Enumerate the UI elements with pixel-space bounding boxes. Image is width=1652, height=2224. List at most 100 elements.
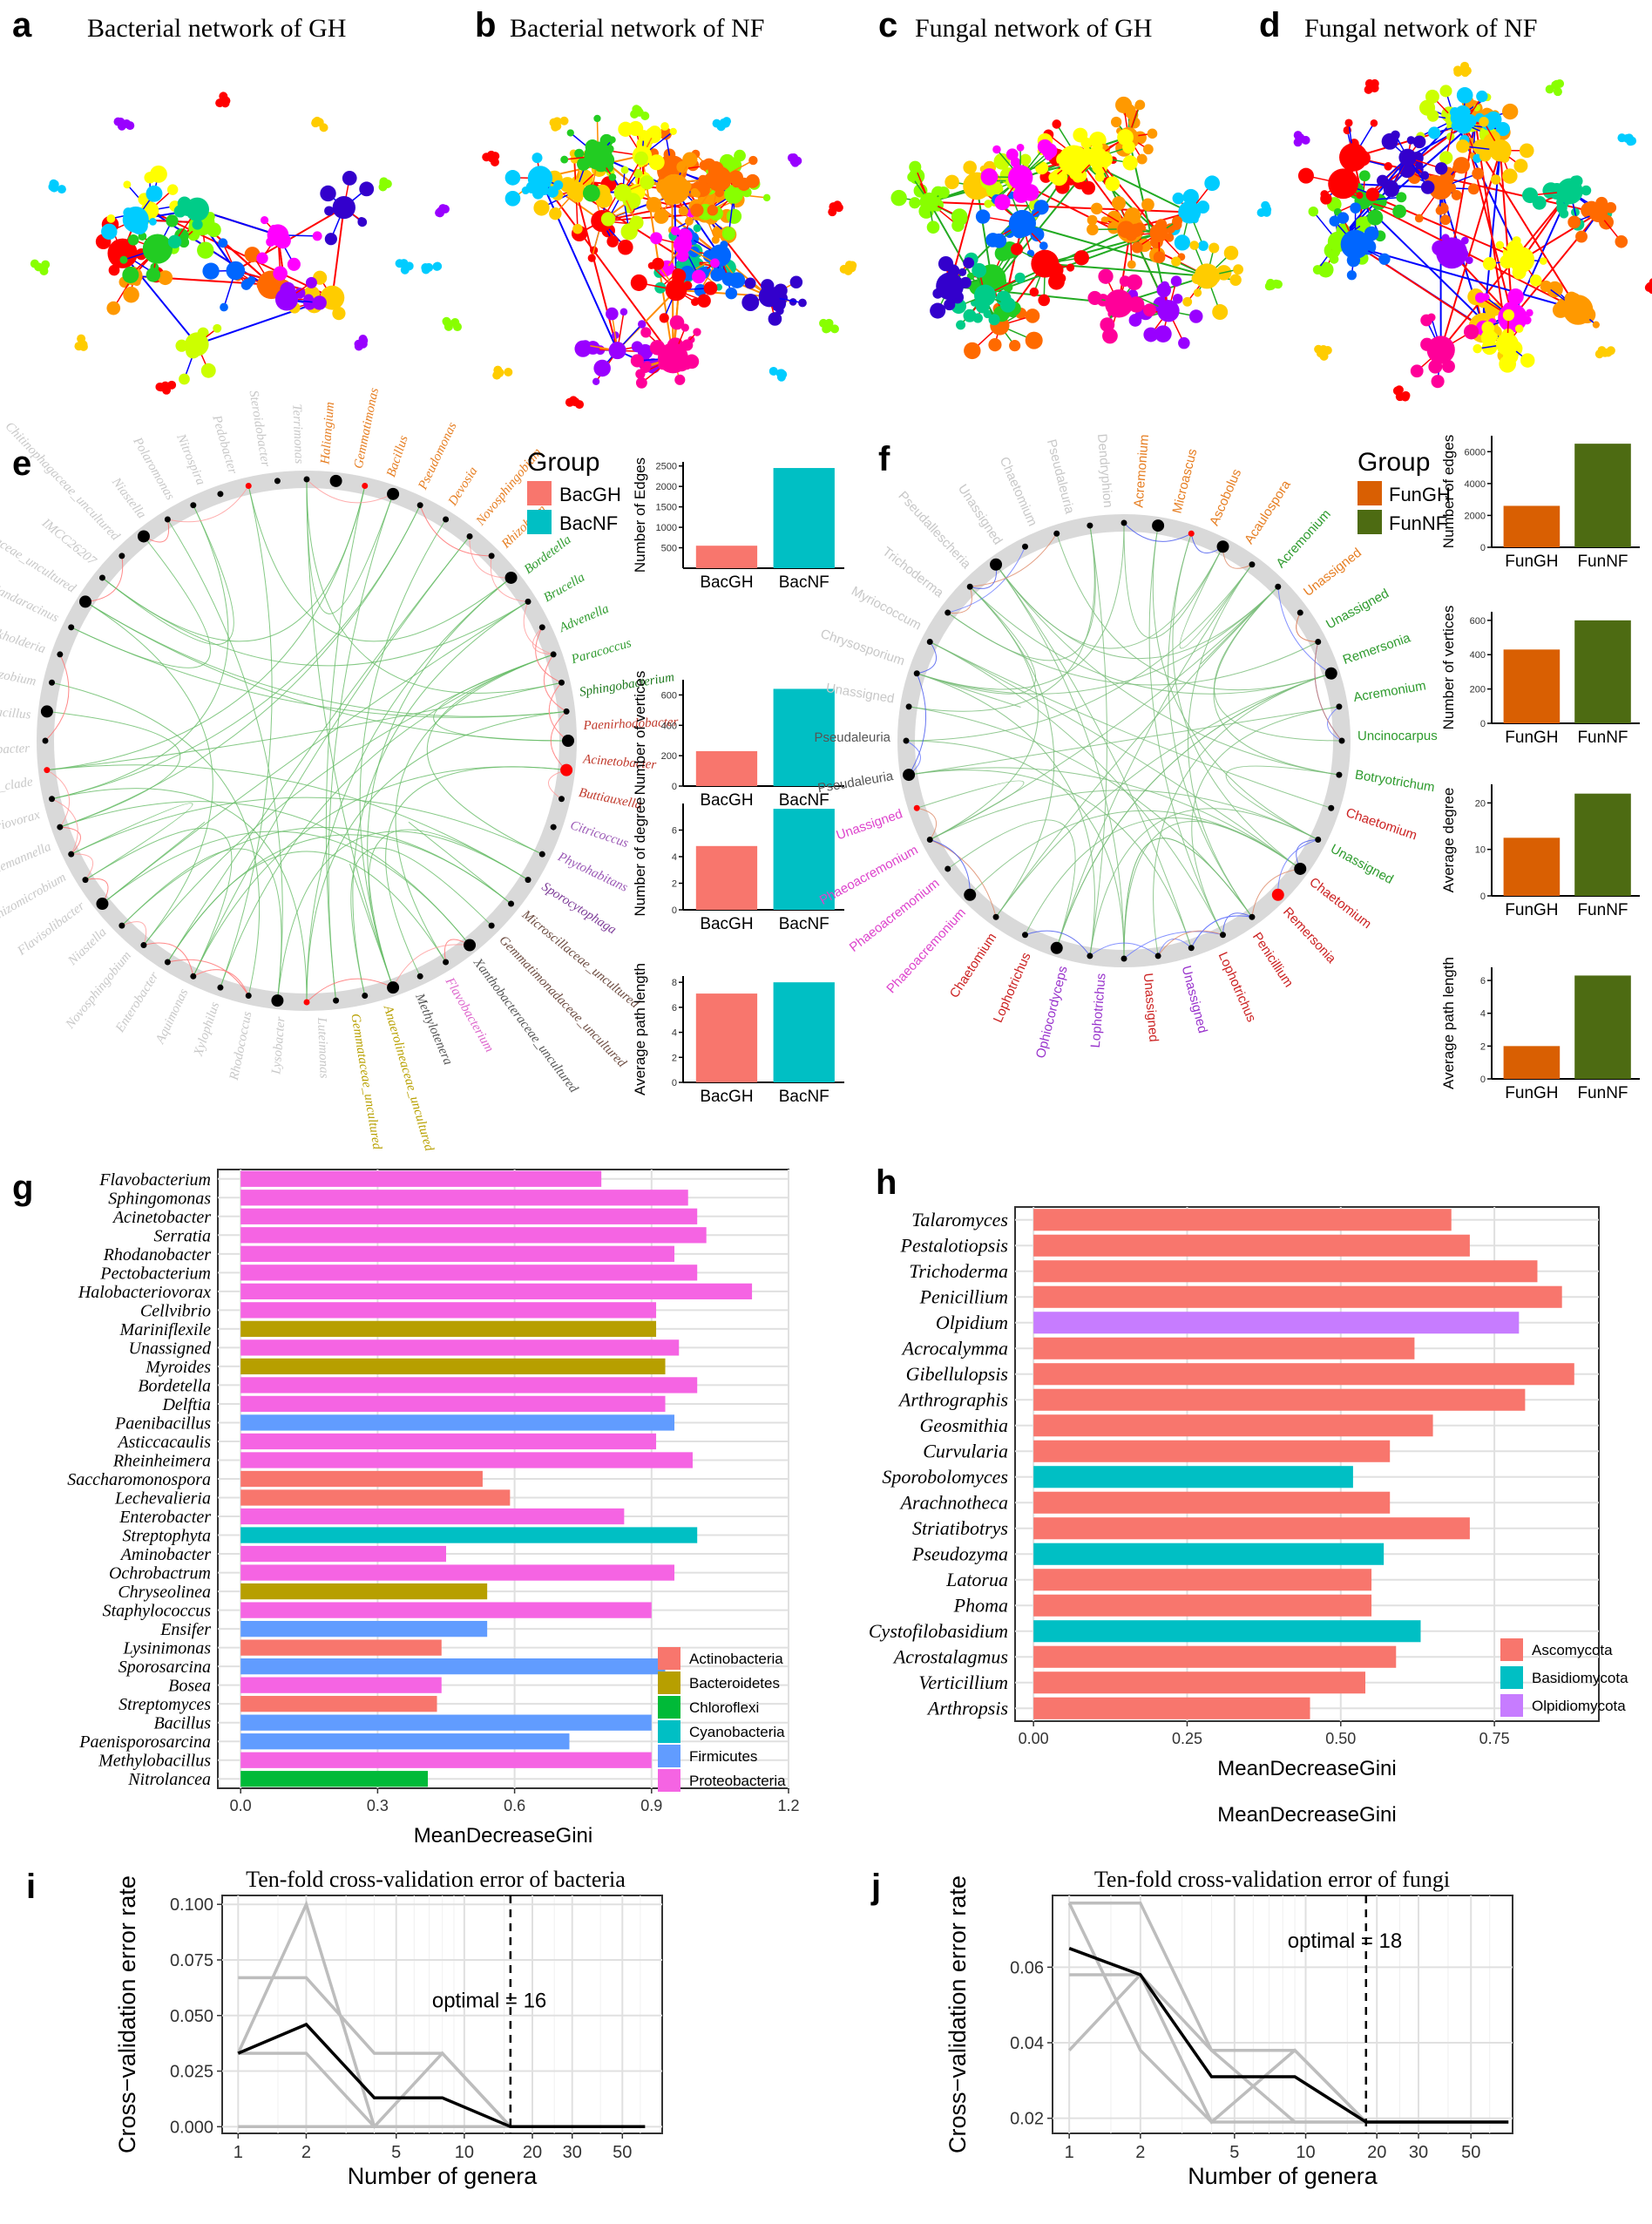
x-axis-title: Number of genera xyxy=(1188,2163,1378,2189)
network-node xyxy=(1356,192,1364,200)
category-label: Acinetobacter xyxy=(112,1208,211,1227)
bar-paenibacillus xyxy=(240,1414,674,1431)
chord-node xyxy=(558,679,565,686)
network-node xyxy=(620,166,629,174)
network-node xyxy=(1153,251,1166,264)
network-node xyxy=(587,254,596,262)
network-node xyxy=(127,234,139,246)
network-node xyxy=(1178,336,1190,349)
network-node xyxy=(1126,274,1143,291)
chord-label: Lysobacter xyxy=(269,1016,288,1075)
network-node xyxy=(1529,275,1542,287)
network-node xyxy=(1112,196,1127,211)
y-tick-label: 0.050 xyxy=(170,2007,213,2026)
chord-arc xyxy=(1123,931,1223,959)
chord-label: Devosia xyxy=(445,464,480,509)
network-node xyxy=(1010,157,1021,168)
network-node xyxy=(1597,346,1607,356)
chart-title: Ten-fold cross-validation error of bacte… xyxy=(246,1867,626,1892)
network-node xyxy=(938,256,954,272)
network-node xyxy=(646,196,662,213)
chord-node xyxy=(1328,804,1335,811)
category-label: Rheinheimera xyxy=(112,1451,211,1470)
chord-node xyxy=(1338,737,1345,744)
category-label: Saccharomonospora xyxy=(67,1470,211,1489)
bar-verticillium xyxy=(1033,1671,1365,1694)
chord-label: Gemmatimonas xyxy=(352,387,382,471)
chord-link xyxy=(909,706,1253,918)
tick-label: 2 xyxy=(1480,1041,1486,1052)
bar-curvularia xyxy=(1033,1440,1391,1462)
legend-swatch xyxy=(1500,1638,1523,1661)
chord-node xyxy=(118,553,125,559)
network-node xyxy=(160,381,170,390)
network-hub-node xyxy=(673,235,693,254)
network-node xyxy=(907,172,917,182)
network-node xyxy=(1435,206,1445,215)
chord-label: Lophotrichus xyxy=(991,951,1034,1026)
chord-label: Luteimonas xyxy=(315,1016,331,1079)
network-node xyxy=(1297,167,1314,184)
chord-label: Unassigned xyxy=(1328,841,1396,887)
network-node xyxy=(693,328,701,336)
network-hub-node xyxy=(584,141,613,170)
network-node xyxy=(678,206,688,216)
chord-label: Brucella xyxy=(541,571,587,606)
x-tick-label: 50 xyxy=(613,2143,632,2162)
network-node xyxy=(1540,280,1553,293)
network-hub-node xyxy=(107,238,138,268)
network-node xyxy=(1467,183,1479,195)
chord-link xyxy=(917,522,1125,690)
network-node xyxy=(1039,241,1048,250)
chord-arc xyxy=(1025,930,1091,957)
chord-label: Nitrospira xyxy=(173,431,207,487)
network-edge xyxy=(1076,156,1160,234)
network-edge xyxy=(1499,150,1513,318)
network-node xyxy=(633,168,643,179)
chord-label: Rhodococcus xyxy=(227,1010,255,1082)
cv-line-mean xyxy=(1068,1947,1509,2124)
network-node xyxy=(1261,200,1270,210)
network-node xyxy=(495,369,504,378)
network-node xyxy=(313,116,322,125)
chord-link xyxy=(71,803,193,881)
network-node xyxy=(1100,317,1115,333)
chord-arc xyxy=(930,839,997,918)
network-node xyxy=(1392,204,1406,219)
bar-staphylococcus xyxy=(240,1602,652,1618)
panel-letter-a: a xyxy=(12,6,32,44)
panel-title-c: Fungal network of GH xyxy=(915,14,1152,43)
chord-node xyxy=(416,502,423,509)
category-label: FunGH xyxy=(1505,1084,1558,1102)
network-node xyxy=(1344,147,1360,164)
network-node xyxy=(1439,214,1451,226)
category-label: Ensifer xyxy=(159,1620,211,1639)
network-node xyxy=(1567,215,1581,229)
chord-arc xyxy=(1157,939,1192,957)
network-node xyxy=(1365,187,1380,201)
network-node xyxy=(531,153,543,164)
bar-bosea xyxy=(240,1677,442,1693)
network-node xyxy=(659,127,673,140)
network-node xyxy=(1502,309,1515,322)
category-label: Verticillium xyxy=(918,1671,1008,1693)
network-node xyxy=(549,207,562,220)
network-node xyxy=(566,129,574,137)
chord-node xyxy=(443,516,450,523)
tick-label: 6 xyxy=(1480,976,1486,987)
bar-FunGH xyxy=(1503,837,1561,896)
chord-link xyxy=(121,826,511,926)
chord-node xyxy=(42,737,49,744)
network-node xyxy=(1117,129,1134,146)
network-node xyxy=(926,220,940,234)
chord-label: Acinetobacter xyxy=(582,752,657,772)
network-node xyxy=(1491,333,1499,341)
network-edge xyxy=(539,177,674,359)
category-label: Sporobolomyces xyxy=(882,1466,1008,1488)
chord-label: Uncinocarpus xyxy=(1357,729,1438,743)
bar-FunNF xyxy=(1574,444,1631,547)
chord-node xyxy=(1315,836,1322,843)
category-label: Cystofilobasidium xyxy=(869,1620,1008,1642)
network-hub-node xyxy=(665,279,687,302)
